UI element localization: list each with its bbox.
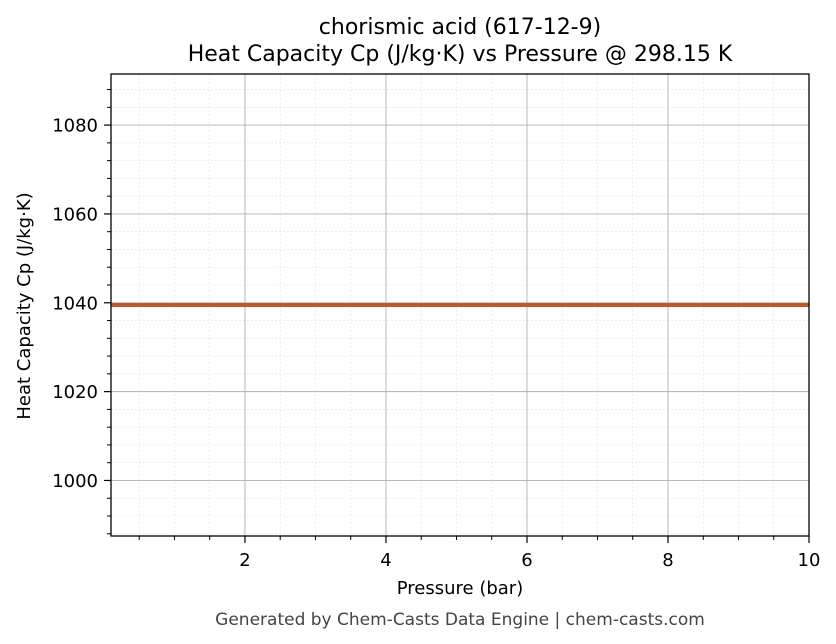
plot-area: 2 4 6 8 10 1000 1020 1040 1060 1080 [52,73,821,571]
axes-frame [110,73,810,537]
x-tick-label: 2 [239,550,250,571]
x-tick-label: 8 [662,550,673,571]
x-axis-label: Pressure (bar) [397,578,523,599]
y-axis-label: Heat Capacity Cp (J/kg·K) [14,192,35,419]
chart-title: chorismic acid (617-12-9) [319,15,601,40]
x-tick-label: 10 [798,550,821,571]
y-tick-label: 1040 [52,293,98,314]
y-tick-label: 1080 [52,116,98,137]
chart-subtitle: Heat Capacity Cp (J/kg·K) vs Pressure @ … [188,42,733,67]
y-tick-label: 1000 [52,471,98,492]
y-tick-label: 1060 [52,204,98,225]
footer-credit: Generated by Chem-Casts Data Engine | ch… [215,610,705,630]
x-tick-label: 4 [380,550,391,571]
y-tick-label: 1020 [52,382,98,403]
x-tick-label: 6 [521,550,532,571]
